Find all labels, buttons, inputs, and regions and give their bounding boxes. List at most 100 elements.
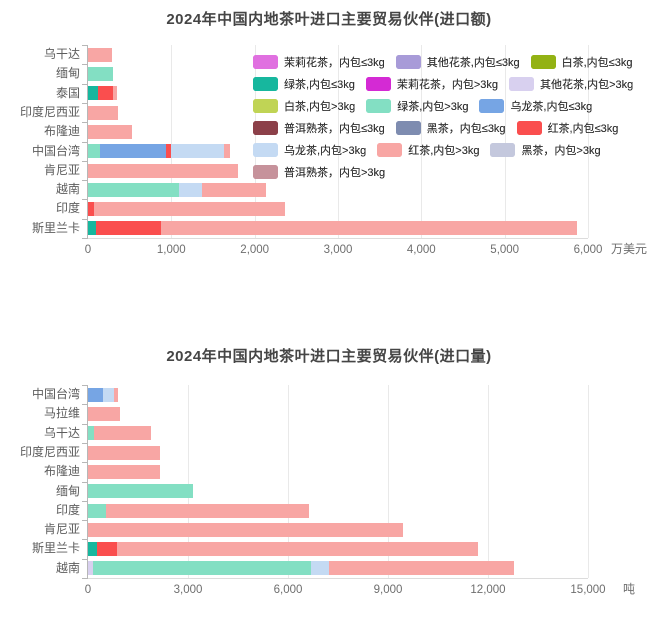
x-tick-label: 1,000	[156, 244, 186, 256]
bar-segment-green_gt3[interactable]	[93, 561, 311, 576]
bar-segment-red_gt3[interactable]	[88, 407, 121, 421]
bar-segment-green_le3[interactable]	[88, 221, 97, 236]
axis-unit-label: 吨	[622, 582, 635, 596]
legend-row: 普洱熟茶，内包>3kg	[253, 162, 385, 182]
legend-item-green_gt3[interactable]: 绿茶,内包>3kg	[366, 98, 468, 114]
x-axis-line	[87, 238, 588, 239]
bar-row	[88, 144, 231, 159]
gridline	[388, 385, 389, 578]
legend-item-jasmine_gt3[interactable]: 茉莉花茶，内包>3kg	[365, 76, 498, 92]
bar-segment-red_gt3[interactable]	[329, 561, 514, 576]
bar-segment-oolong_gt3[interactable]	[311, 561, 329, 576]
legend-swatch	[253, 99, 278, 113]
legend-item-red_gt3[interactable]: 红茶,内包>3kg	[377, 142, 479, 158]
bar-segment-red_gt3[interactable]	[117, 542, 478, 557]
bar-segment-oolong_le3[interactable]	[99, 144, 167, 159]
axis-tick	[82, 539, 88, 541]
bar-segment-red_gt3[interactable]	[224, 144, 231, 159]
axis-tick	[82, 423, 88, 425]
bar-segment-green_le3[interactable]	[88, 542, 97, 557]
legend-item-puer_gt3[interactable]: 普洱熟茶，内包>3kg	[253, 164, 385, 180]
bar-segment-red_gt3[interactable]	[94, 426, 151, 441]
legend-label: 其他花茶,内包≤3kg	[426, 57, 520, 69]
legend-label: 绿茶,内包≤3kg	[284, 79, 355, 91]
bar-segment-red_le3[interactable]	[98, 86, 113, 101]
legend-item-red_le3[interactable]: 红茶,内包≤3kg	[516, 120, 618, 136]
bar-segment-red_gt3[interactable]	[88, 445, 161, 460]
category-label: 马拉维	[43, 406, 80, 421]
legend-item-dark_le3[interactable]: 黑茶，内包≤3kg	[395, 120, 506, 136]
legend-item-oolong_le3[interactable]: 乌龙茶,内包≤3kg	[479, 98, 592, 114]
bar-segment-green_gt3[interactable]	[88, 67, 114, 81]
legend-item-green_le3[interactable]: 绿茶,内包≤3kg	[253, 76, 355, 92]
axis-tick	[82, 160, 88, 162]
legend-item-oolong_gt3[interactable]: 乌龙茶,内包>3kg	[253, 142, 366, 158]
bar-segment-red_le3[interactable]	[166, 144, 171, 159]
bar-segment-green_gt3[interactable]	[88, 426, 95, 441]
gridline	[254, 45, 256, 238]
bar-segment-oolong_gt3[interactable]	[103, 387, 115, 402]
bar-segment-oolong_le3[interactable]	[88, 387, 103, 402]
legend-label: 黑茶，内包≤3kg	[426, 123, 506, 135]
bar-segment-green_le3[interactable]	[88, 86, 99, 101]
bar-segment-red_gt3[interactable]	[88, 522, 403, 537]
bar-segment-oolong_gt3[interactable]	[170, 144, 225, 159]
legend-item-white_le3[interactable]: 白茶,内包≤3kg	[530, 54, 632, 70]
bar-segment-red_gt3[interactable]	[88, 47, 112, 62]
legend-row: 白茶,内包>3kg 绿茶,内包>3kg 乌龙茶,内包≤3kg	[253, 96, 592, 116]
bar-segment-red_le3[interactable]	[88, 202, 94, 217]
bar-row	[88, 221, 578, 236]
bar-segment-green_gt3[interactable]	[88, 503, 106, 518]
legend-item-white_gt3[interactable]: 白茶,内包>3kg	[253, 98, 355, 114]
x-tick-label: 4,000	[406, 244, 436, 256]
bar-segment-green_gt3[interactable]	[88, 144, 100, 159]
gridline	[188, 385, 189, 578]
axis-tick	[82, 141, 88, 143]
bar-segment-oolong_gt3[interactable]	[178, 182, 202, 197]
x-tick-label: 6,000	[273, 584, 303, 596]
bar-segment-red_gt3[interactable]	[201, 182, 266, 197]
bar-segment-red_le3[interactable]	[96, 221, 161, 236]
bar-segment-red_gt3[interactable]	[106, 503, 309, 518]
x-tick-label: 15,000	[570, 584, 606, 596]
bar-segment-red_gt3[interactable]	[88, 163, 238, 178]
category-label: 肯尼亚	[43, 162, 80, 177]
bar-row	[88, 407, 121, 421]
bar-segment-red_gt3[interactable]	[93, 202, 285, 217]
x-axis-line	[87, 578, 588, 579]
axis-tick	[82, 199, 88, 201]
legend-label: 红茶,内包≤3kg	[547, 123, 619, 135]
legend-swatch	[395, 55, 421, 69]
bar-segment-green_gt3[interactable]	[88, 484, 193, 499]
bar-segment-red_gt3[interactable]	[88, 124, 132, 139]
gridline	[171, 45, 173, 238]
bar-segment-red_gt3[interactable]	[88, 105, 119, 120]
bar-segment-red_gt3[interactable]	[160, 221, 578, 236]
axis-tick	[82, 218, 88, 220]
legend-item-other_flower_gt3[interactable]: 其他花茶,内包>3kg	[509, 76, 633, 92]
axis-tick	[82, 238, 88, 239]
bar-segment-other_flower_gt3[interactable]	[88, 561, 93, 576]
legend-label: 其他花茶,内包>3kg	[540, 79, 634, 91]
gridline	[421, 45, 423, 238]
bar-row	[88, 67, 114, 81]
legend-label: 普洱熟茶，内包>3kg	[284, 167, 386, 179]
x-tick-label: 5,000	[490, 244, 520, 256]
legend-label: 白茶,内包>3kg	[284, 101, 356, 113]
category-label: 肯尼亚	[43, 522, 80, 537]
legend-label: 黑茶，内包≤3kg	[426, 123, 506, 135]
bar-segment-red_gt3[interactable]	[114, 387, 119, 402]
legend-item-puer_le3[interactable]: 普洱熟茶，内包≤3kg	[253, 120, 385, 136]
legend-item-other_flower_le3[interactable]: 其他花茶,内包≤3kg	[395, 54, 520, 70]
legend-row: 茉莉花茶，内包≤3kg 其他花茶,内包≤3kg 白茶,内包≤3kg	[253, 52, 632, 72]
bar-segment-red_le3[interactable]	[97, 542, 117, 557]
bar-segment-green_gt3[interactable]	[88, 182, 179, 197]
x-tick-label: 9,000	[373, 584, 403, 596]
legend-swatch	[377, 143, 403, 157]
axis-tick	[82, 442, 88, 444]
bar-segment-red_gt3[interactable]	[88, 464, 160, 479]
legend-swatch	[516, 121, 542, 135]
legend-item-dark_gt3[interactable]: 黑茶，内包>3kg	[490, 142, 601, 158]
bar-segment-red_gt3[interactable]	[112, 86, 117, 101]
legend-item-jasmine_le3[interactable]: 茉莉花茶，内包≤3kg	[253, 54, 385, 70]
